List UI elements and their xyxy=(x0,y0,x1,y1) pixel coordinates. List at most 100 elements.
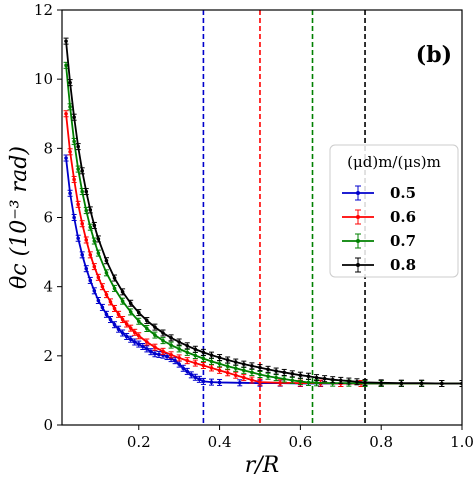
data-point xyxy=(201,363,206,368)
data-point xyxy=(274,375,278,380)
data-point xyxy=(177,362,181,366)
x-tick-label: 0.8 xyxy=(369,433,393,451)
data-point xyxy=(84,266,89,271)
data-point xyxy=(266,367,270,372)
data-point xyxy=(209,353,214,357)
data-point xyxy=(80,253,85,257)
data-point xyxy=(197,377,202,382)
data-point xyxy=(72,215,76,220)
data-point xyxy=(132,330,137,335)
data-point xyxy=(84,238,89,242)
data-point xyxy=(355,379,359,384)
data-point xyxy=(225,358,230,362)
data-point xyxy=(80,221,85,226)
data-point xyxy=(193,361,198,365)
data-point xyxy=(141,344,145,349)
y-axis-label: θc (10⁻³ rad) xyxy=(7,146,32,289)
data-point xyxy=(217,380,222,385)
legend-swatch-point xyxy=(356,191,360,195)
data-point xyxy=(112,286,117,291)
data-point xyxy=(104,258,109,263)
legend: (μd)m/(μs)m 0.5 0.6 0.7 0.8 xyxy=(329,144,459,278)
data-point xyxy=(185,369,190,374)
data-point xyxy=(266,374,270,379)
data-point xyxy=(145,340,149,344)
data-point xyxy=(124,334,129,339)
data-point xyxy=(201,379,206,384)
data-point xyxy=(120,317,125,322)
data-point xyxy=(76,236,80,241)
data-point xyxy=(136,310,141,315)
data-point xyxy=(88,278,93,283)
legend-title: (μd)m/(μs)m xyxy=(347,153,441,171)
data-point xyxy=(185,344,190,348)
data-point xyxy=(209,366,214,370)
y-tick-label: 0 xyxy=(43,416,53,434)
series-3 xyxy=(63,37,462,387)
data-point xyxy=(64,111,68,116)
data-point xyxy=(104,292,109,297)
data-point xyxy=(290,372,295,376)
data-point xyxy=(399,381,404,385)
data-point xyxy=(112,306,117,311)
data-point xyxy=(185,350,190,355)
data-point xyxy=(233,373,238,378)
data-point xyxy=(136,342,141,346)
legend-swatch-point xyxy=(356,239,360,243)
data-point xyxy=(169,352,173,357)
plot-area xyxy=(63,10,462,425)
data-point xyxy=(322,376,327,381)
data-point xyxy=(116,312,121,317)
data-point xyxy=(64,63,68,68)
data-point xyxy=(185,358,190,363)
data-point xyxy=(72,115,76,120)
data-point xyxy=(88,253,93,257)
data-point xyxy=(128,337,133,342)
x-tick-label: 1.0 xyxy=(450,433,474,451)
data-point xyxy=(314,375,319,380)
data-point xyxy=(225,364,230,369)
data-point xyxy=(306,380,311,385)
data-point xyxy=(116,327,121,332)
data-point xyxy=(225,370,230,375)
data-point xyxy=(439,381,444,386)
y-tick-label: 6 xyxy=(43,209,53,227)
legend-label: 0.7 xyxy=(390,232,416,250)
data-point xyxy=(68,149,72,154)
data-point xyxy=(92,239,97,243)
data-point xyxy=(120,331,125,335)
data-point xyxy=(177,356,181,360)
panel-label: (b) xyxy=(416,42,452,68)
data-point xyxy=(217,368,222,373)
legend-item-1: 0.6 xyxy=(342,208,416,226)
data-point xyxy=(120,299,125,303)
data-point xyxy=(290,378,295,383)
data-point xyxy=(96,237,101,241)
data-point xyxy=(278,381,282,385)
data-point xyxy=(169,336,173,340)
data-point xyxy=(76,144,80,149)
data-point xyxy=(128,326,133,330)
data-point xyxy=(217,355,222,360)
data-point xyxy=(242,368,246,373)
data-point xyxy=(145,347,149,351)
data-point xyxy=(201,356,206,361)
data-point xyxy=(112,276,117,280)
legend-label: 0.6 xyxy=(390,208,416,226)
data-point xyxy=(136,333,141,338)
data-point xyxy=(237,381,242,385)
data-point xyxy=(84,189,89,194)
data-point xyxy=(181,366,186,371)
data-point xyxy=(161,349,165,354)
data-point xyxy=(363,380,367,385)
data-point xyxy=(209,359,214,364)
data-point xyxy=(201,350,206,355)
axes: 0.2 0.4 0.6 0.8 1.0 0 2 4 6 8 10 12 r/R θc (10⁻³ rad)… xyxy=(7,1,474,478)
data-point xyxy=(153,325,157,329)
x-tick-label: 0.2 xyxy=(127,433,151,451)
data-point xyxy=(274,369,278,373)
data-point xyxy=(104,312,109,317)
data-point xyxy=(128,310,133,314)
data-point xyxy=(306,374,311,379)
